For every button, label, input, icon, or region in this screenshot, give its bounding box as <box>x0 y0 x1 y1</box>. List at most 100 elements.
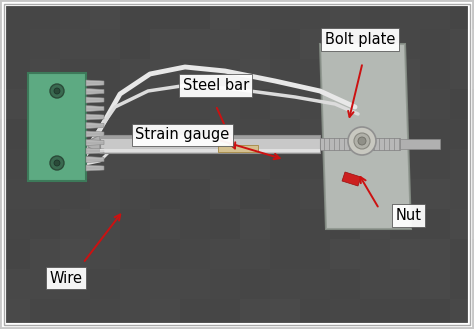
Polygon shape <box>420 179 450 209</box>
Polygon shape <box>420 59 450 89</box>
Polygon shape <box>240 89 270 119</box>
Polygon shape <box>180 179 210 209</box>
Polygon shape <box>0 239 30 269</box>
Polygon shape <box>90 59 120 89</box>
Text: Steel bar: Steel bar <box>182 78 249 93</box>
Polygon shape <box>60 119 90 149</box>
Polygon shape <box>450 0 474 29</box>
Polygon shape <box>0 299 30 329</box>
Polygon shape <box>360 59 390 89</box>
Polygon shape <box>30 299 60 329</box>
Polygon shape <box>210 239 240 269</box>
Polygon shape <box>330 179 360 209</box>
Polygon shape <box>120 269 150 299</box>
Polygon shape <box>390 299 420 329</box>
Polygon shape <box>390 149 420 179</box>
Polygon shape <box>420 119 450 149</box>
Polygon shape <box>0 0 30 29</box>
Polygon shape <box>390 269 420 299</box>
Polygon shape <box>450 29 474 59</box>
Polygon shape <box>450 209 474 239</box>
Polygon shape <box>240 59 270 89</box>
Polygon shape <box>210 299 240 329</box>
Polygon shape <box>180 209 210 239</box>
Polygon shape <box>320 44 411 229</box>
Polygon shape <box>120 299 150 329</box>
Polygon shape <box>86 80 104 86</box>
Polygon shape <box>120 209 150 239</box>
Polygon shape <box>180 29 210 59</box>
Polygon shape <box>120 0 150 29</box>
Polygon shape <box>210 179 240 209</box>
Polygon shape <box>0 269 30 299</box>
Polygon shape <box>60 149 90 179</box>
Polygon shape <box>330 209 360 239</box>
Polygon shape <box>240 179 270 209</box>
Polygon shape <box>100 135 320 153</box>
Polygon shape <box>270 89 300 119</box>
Polygon shape <box>90 299 120 329</box>
Polygon shape <box>90 239 120 269</box>
Polygon shape <box>90 209 120 239</box>
Polygon shape <box>60 179 90 209</box>
Polygon shape <box>420 149 450 179</box>
Polygon shape <box>30 179 60 209</box>
Polygon shape <box>150 239 180 269</box>
Polygon shape <box>300 179 330 209</box>
Polygon shape <box>210 269 240 299</box>
Polygon shape <box>360 239 390 269</box>
Polygon shape <box>120 239 150 269</box>
Polygon shape <box>86 165 104 171</box>
Polygon shape <box>420 209 450 239</box>
Polygon shape <box>86 114 104 120</box>
Polygon shape <box>86 131 104 137</box>
Polygon shape <box>30 29 60 59</box>
Polygon shape <box>90 0 120 29</box>
Polygon shape <box>0 59 30 89</box>
Polygon shape <box>30 149 60 179</box>
Polygon shape <box>450 179 474 209</box>
Polygon shape <box>240 239 270 269</box>
Polygon shape <box>342 172 361 186</box>
Polygon shape <box>180 299 210 329</box>
Circle shape <box>348 127 376 155</box>
Polygon shape <box>360 299 390 329</box>
Polygon shape <box>150 59 180 89</box>
Polygon shape <box>210 119 240 149</box>
Polygon shape <box>450 59 474 89</box>
Polygon shape <box>90 179 120 209</box>
Polygon shape <box>100 136 320 139</box>
Polygon shape <box>270 299 300 329</box>
Polygon shape <box>86 89 104 94</box>
Polygon shape <box>240 0 270 29</box>
Polygon shape <box>420 89 450 119</box>
Polygon shape <box>450 119 474 149</box>
Polygon shape <box>330 299 360 329</box>
Polygon shape <box>86 106 104 112</box>
Polygon shape <box>180 119 210 149</box>
Polygon shape <box>240 149 270 179</box>
Polygon shape <box>86 97 104 103</box>
Polygon shape <box>120 89 150 119</box>
Polygon shape <box>360 269 390 299</box>
Polygon shape <box>90 119 120 149</box>
Polygon shape <box>330 239 360 269</box>
Polygon shape <box>120 149 150 179</box>
Polygon shape <box>60 239 90 269</box>
Polygon shape <box>270 269 300 299</box>
Polygon shape <box>210 89 240 119</box>
Circle shape <box>354 133 370 149</box>
Polygon shape <box>0 89 30 119</box>
Polygon shape <box>360 119 390 149</box>
Polygon shape <box>0 29 30 59</box>
Text: Nut: Nut <box>396 208 422 223</box>
Circle shape <box>54 88 60 94</box>
Polygon shape <box>450 149 474 179</box>
Polygon shape <box>30 209 60 239</box>
Polygon shape <box>320 44 411 229</box>
Polygon shape <box>150 269 180 299</box>
Polygon shape <box>300 119 330 149</box>
Polygon shape <box>270 29 300 59</box>
Polygon shape <box>210 29 240 59</box>
Polygon shape <box>300 29 330 59</box>
